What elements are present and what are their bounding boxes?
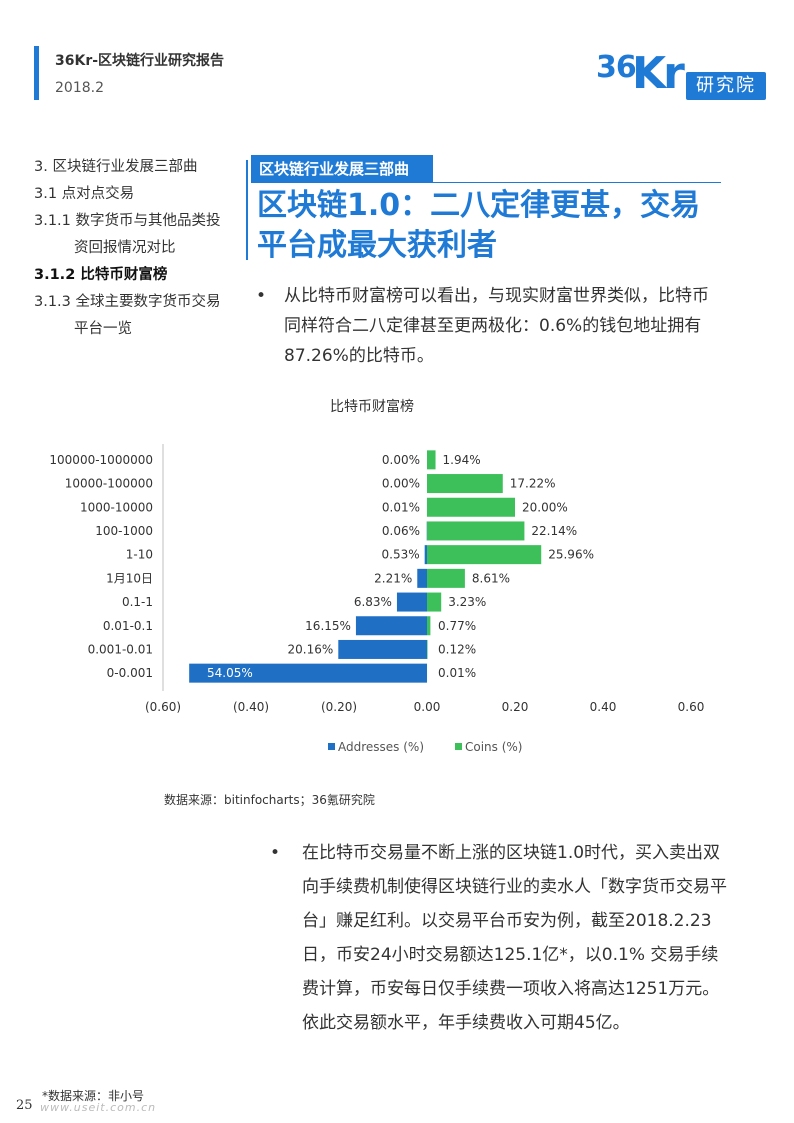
- section-title-line2: 平台成最大获利者: [257, 228, 497, 263]
- legend-swatch: [328, 743, 335, 750]
- category-label: 0.1-1: [122, 595, 153, 609]
- report-date: 2018.2: [55, 80, 104, 96]
- legend-label: Addresses (%): [338, 740, 424, 754]
- category-label: 0.001-0.01: [88, 642, 153, 656]
- addresses-data-label: 54.05%: [207, 666, 253, 680]
- coins-bar: [427, 521, 525, 541]
- section-title-line1: 区块链1.0：二八定律更甚，交易: [257, 188, 701, 223]
- legend-label: Coins (%): [465, 740, 523, 754]
- page-number: 25: [16, 1098, 33, 1113]
- toc-item-continuation[interactable]: 资回报情况对比: [74, 240, 176, 256]
- addresses-data-label: 0.53%: [382, 548, 420, 562]
- section-title: 区块链1.0：二八定律更甚，交易 平台成最大获利者: [257, 186, 727, 266]
- coins-data-label: 0.12%: [438, 642, 476, 656]
- addresses-bar: [189, 663, 427, 683]
- addresses-data-label: 2.21%: [374, 571, 412, 585]
- addresses-data-label: 0.00%: [382, 453, 420, 467]
- coins-bar: [427, 497, 515, 517]
- category-label: 100000-1000000: [49, 453, 153, 467]
- logo-letters: Kr: [632, 48, 685, 99]
- coins-bar: [427, 474, 503, 494]
- bullet-text-1: 从比特币财富榜可以看出，与现实财富世界类似，比特币同样符合二八定律甚至更两极化：…: [284, 286, 709, 366]
- coins-bar: [427, 450, 436, 470]
- addresses-data-label: 0.00%: [382, 477, 420, 491]
- coins-bar: [427, 639, 428, 659]
- coins-data-label: 0.01%: [438, 666, 476, 680]
- coins-bar: [427, 616, 431, 636]
- report-title: 36Kr-区块链行业研究报告: [55, 53, 225, 69]
- coins-data-label: 22.14%: [531, 524, 577, 538]
- footnote: *数据来源：非小号: [42, 1089, 145, 1103]
- addresses-bar: [396, 592, 427, 612]
- category-label: 1月10日: [106, 571, 153, 585]
- bullet-text-2: 在比特币交易量不断上涨的区块链1.0时代，买入卖出双向手续费机制使得区块链行业的…: [302, 843, 727, 1033]
- bullet-icon: •: [256, 286, 267, 306]
- coins-data-label: 20.00%: [522, 500, 568, 514]
- bullet-icon: •: [270, 843, 281, 863]
- addresses-data-label: 6.83%: [354, 595, 392, 609]
- watermark: www.useit.com.cn: [40, 1101, 157, 1114]
- addresses-bar: [355, 616, 427, 636]
- coins-bar: [427, 592, 442, 612]
- header-accent-bar: [34, 46, 39, 100]
- coins-data-label: 1.94%: [443, 453, 481, 467]
- x-tick-label: (0.20): [321, 700, 357, 714]
- x-tick-label: 0.20: [502, 700, 529, 714]
- toc-divider: [246, 160, 248, 260]
- coins-data-label: 8.61%: [472, 571, 510, 585]
- logo-numerals: 36: [596, 50, 637, 85]
- data-source-note: 数据来源：bitinfocharts；36氪研究院: [164, 793, 375, 807]
- addresses-bar: [338, 639, 427, 659]
- x-tick-label: (0.60): [145, 700, 181, 714]
- toc-item[interactable]: 3.1 点对点交易: [34, 186, 135, 202]
- coins-data-label: 17.22%: [510, 477, 556, 491]
- category-label: 10000-100000: [65, 477, 153, 491]
- wealth-distribution-chart: 100000-1000000 0.00% 1.94% 10000-100000 0.00…: [49, 444, 705, 754]
- toc-item-active[interactable]: 3.1.2 比特币财富榜: [34, 267, 168, 283]
- x-tick-label: 0.40: [590, 700, 617, 714]
- addresses-data-label: 0.06%: [382, 524, 420, 538]
- coins-bar: [427, 545, 542, 565]
- addresses-data-label: 0.01%: [382, 500, 420, 514]
- coins-data-label: 0.77%: [438, 619, 476, 633]
- category-label: 1000-10000: [80, 500, 153, 514]
- addresses-bar: [417, 568, 427, 588]
- category-label: 100-1000: [95, 524, 153, 538]
- section-underline: [251, 182, 721, 183]
- addresses-data-label: 16.15%: [305, 619, 351, 633]
- category-label: 1-10: [126, 548, 153, 562]
- logo-research-institute: 研究院: [686, 72, 766, 100]
- legend-swatch: [455, 743, 462, 750]
- chart-title: 比特币财富榜: [330, 399, 414, 415]
- toc-item-continuation[interactable]: 平台一览: [74, 321, 132, 337]
- coins-bar: [427, 568, 465, 588]
- addresses-bar: [424, 545, 427, 565]
- 36kr-logo: 36 Kr 研究院: [596, 48, 772, 104]
- x-tick-label: 0.00: [414, 700, 441, 714]
- x-tick-label: 0.60: [678, 700, 705, 714]
- coins-data-label: 25.96%: [548, 548, 594, 562]
- category-label: 0.01-0.1: [103, 619, 153, 633]
- x-tick-label: (0.40): [233, 700, 269, 714]
- coins-data-label: 3.23%: [448, 595, 486, 609]
- category-label: 0-0.001: [107, 666, 153, 680]
- section-tag: 区块链行业发展三部曲: [251, 155, 433, 183]
- toc-item[interactable]: 3.1.3 全球主要数字货币交易: [34, 294, 221, 310]
- toc-item[interactable]: 3.1.1 数字货币与其他品类投: [34, 213, 221, 229]
- addresses-data-label: 20.16%: [288, 642, 334, 656]
- toc-item[interactable]: 3. 区块链行业发展三部曲: [34, 159, 198, 175]
